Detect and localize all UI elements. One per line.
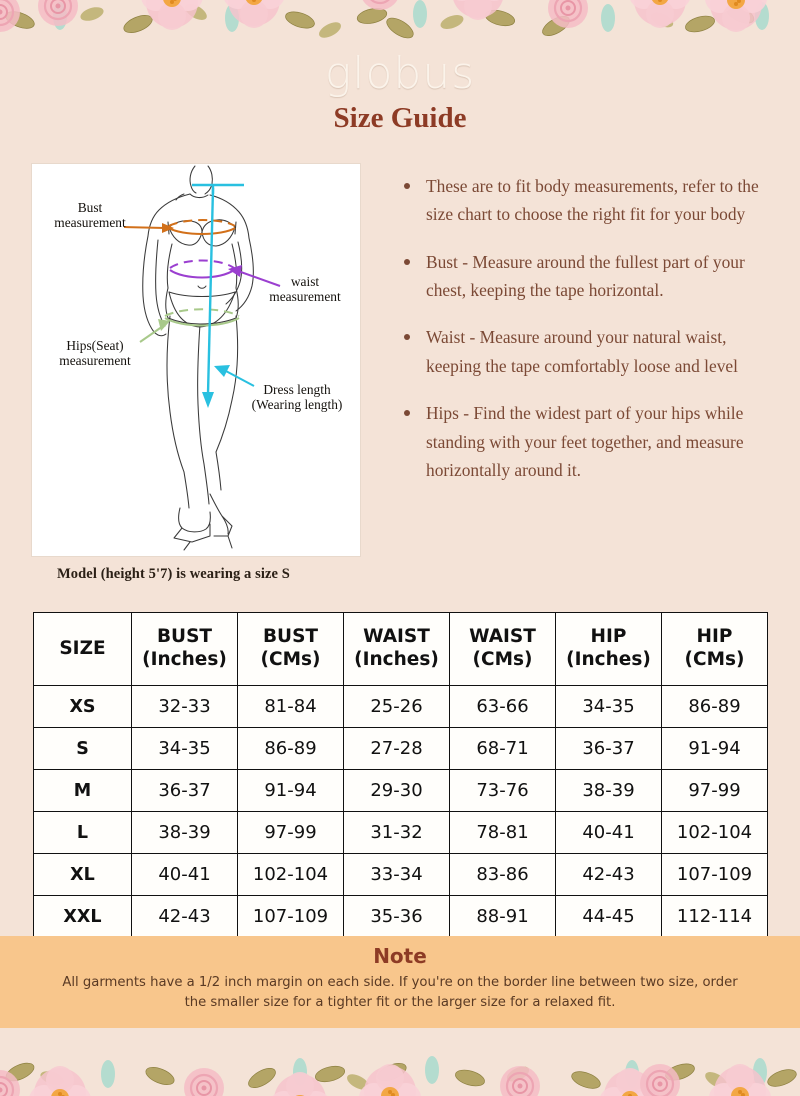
cell-waist-inches: 35-36 <box>343 895 450 938</box>
cell-hip-inches: 42-43 <box>555 853 662 896</box>
cell-bust-cms: 86-89 <box>237 727 344 770</box>
cell-waist-cms: 83-86 <box>449 853 556 896</box>
cell-bust-inches: 40-41 <box>131 853 238 896</box>
table-row: S 34-35 86-89 27-28 68-71 36-37 91-94 <box>33 727 768 770</box>
cell-waist-inches: 27-28 <box>343 727 450 770</box>
cell-waist-cms: 88-91 <box>449 895 556 938</box>
measurement-instructions-list: These are to fit body measurements, refe… <box>400 172 772 503</box>
note-band: Note All garments have a 1/2 inch margin… <box>0 936 800 1028</box>
list-item: These are to fit body measurements, refe… <box>400 172 772 229</box>
cell-hip-inches: 34-35 <box>555 685 662 728</box>
cell-bust-cms: 91-94 <box>237 769 344 812</box>
bust-measure-line <box>123 219 236 235</box>
page-title: Size Guide <box>333 102 467 134</box>
list-item: Waist - Measure around your natural wais… <box>400 323 772 380</box>
size-chart-container: SIZE BUST (Inches) BUST (CMs) WAIST (Inc… <box>33 612 768 938</box>
cell-bust-inches: 38-39 <box>131 811 238 854</box>
page-header: globus Size Guide <box>0 52 800 133</box>
cell-bust-cms: 102-104 <box>237 853 344 896</box>
column-header-hip-cms: HIP (CMs) <box>661 612 768 686</box>
cell-hip-cms: 107-109 <box>661 853 768 896</box>
waist-label-line1: waist <box>291 274 320 289</box>
instruction-text: These are to fit body measurements, refe… <box>426 176 759 225</box>
note-body: All garments have a 1/2 inch margin on e… <box>62 975 738 1010</box>
hips-label-line1: Hips(Seat) <box>66 338 123 353</box>
size-chart-table: SIZE BUST (Inches) BUST (CMs) WAIST (Inc… <box>33 612 768 938</box>
instruction-text: Bust - Measure around the fullest part o… <box>426 251 745 301</box>
bullet-icon <box>404 410 410 417</box>
table-row: XS 32-33 81-84 25-26 63-66 34-35 86-89 <box>33 685 768 728</box>
cell-hip-inches: 36-37 <box>555 727 662 770</box>
waist-measure-line <box>169 259 281 287</box>
dress-label-line2: (Wearing length) <box>252 397 343 412</box>
column-header-bust-cms: BUST (CMs) <box>237 612 344 686</box>
dress-length-line <box>192 183 255 408</box>
main-content: Bust measurement waist measurement Hips(… <box>0 164 800 594</box>
hips-measure-line <box>139 308 240 343</box>
instruction-text: Hips - Find the widest part of your hips… <box>426 403 744 480</box>
floral-border-bottom <box>0 1034 800 1096</box>
bullet-icon <box>404 258 410 265</box>
bullet-icon <box>404 183 410 189</box>
instruction-text: Waist - Measure around your natural wais… <box>426 327 738 376</box>
table-header-row: SIZE BUST (Inches) BUST (CMs) WAIST (Inc… <box>33 612 768 686</box>
body-measurement-diagram: Bust measurement waist measurement Hips(… <box>32 164 360 556</box>
model-caption: Model (height 5'7) is wearing a size S <box>57 566 290 582</box>
cell-bust-cms: 97-99 <box>237 811 344 854</box>
cell-size: XL <box>33 853 132 896</box>
cell-hip-cms: 91-94 <box>661 727 768 770</box>
table-row: XXL 42-43 107-109 35-36 88-91 44-45 112-… <box>33 895 768 938</box>
cell-bust-inches: 42-43 <box>131 895 238 938</box>
cell-bust-cms: 81-84 <box>237 685 344 728</box>
table-row: M 36-37 91-94 29-30 73-76 38-39 97-99 <box>33 769 768 812</box>
cell-waist-cms: 68-71 <box>449 727 556 770</box>
cell-size: XXL <box>33 895 132 938</box>
cell-waist-cms: 63-66 <box>449 685 556 728</box>
table-row: L 38-39 97-99 31-32 78-81 40-41 102-104 <box>33 811 768 854</box>
cell-hip-cms: 102-104 <box>661 811 768 854</box>
cell-bust-inches: 32-33 <box>131 685 238 728</box>
list-item: Hips - Find the widest part of your hips… <box>400 399 772 484</box>
list-item: Bust - Measure around the fullest part o… <box>400 248 772 305</box>
cell-waist-inches: 31-32 <box>343 811 450 854</box>
bust-label-line2: measurement <box>54 215 126 230</box>
cell-size: S <box>33 727 132 770</box>
bullet-icon <box>404 334 410 341</box>
column-header-size: SIZE <box>33 612 132 686</box>
cell-waist-inches: 29-30 <box>343 769 450 812</box>
cell-waist-cms: 73-76 <box>449 769 556 812</box>
cell-waist-inches: 25-26 <box>343 685 450 728</box>
hips-label-line2: measurement <box>59 353 131 368</box>
dress-label-line1: Dress length <box>263 382 331 397</box>
cell-hip-cms: 112-114 <box>661 895 768 938</box>
waist-label-line2: measurement <box>269 289 341 304</box>
cell-bust-cms: 107-109 <box>237 895 344 938</box>
note-title: Note <box>373 944 427 968</box>
column-header-waist-cms: WAIST (CMs) <box>449 612 556 686</box>
cell-size: M <box>33 769 132 812</box>
cell-bust-inches: 36-37 <box>131 769 238 812</box>
cell-hip-inches: 40-41 <box>555 811 662 854</box>
cell-hip-cms: 97-99 <box>661 769 768 812</box>
column-header-hip-inches: HIP (Inches) <box>555 612 662 686</box>
column-header-bust-inches: BUST (Inches) <box>131 612 238 686</box>
brand-logo: globus <box>324 48 476 99</box>
cell-size: L <box>33 811 132 854</box>
table-row: XL 40-41 102-104 33-34 83-86 42-43 107-1… <box>33 853 768 896</box>
bust-label-line1: Bust <box>78 200 103 215</box>
cell-hip-cms: 86-89 <box>661 685 768 728</box>
column-header-waist-inches: WAIST (Inches) <box>343 612 450 686</box>
cell-hip-inches: 44-45 <box>555 895 662 938</box>
cell-waist-cms: 78-81 <box>449 811 556 854</box>
cell-hip-inches: 38-39 <box>555 769 662 812</box>
cell-bust-inches: 34-35 <box>131 727 238 770</box>
cell-size: XS <box>33 685 132 728</box>
cell-waist-inches: 33-34 <box>343 853 450 896</box>
